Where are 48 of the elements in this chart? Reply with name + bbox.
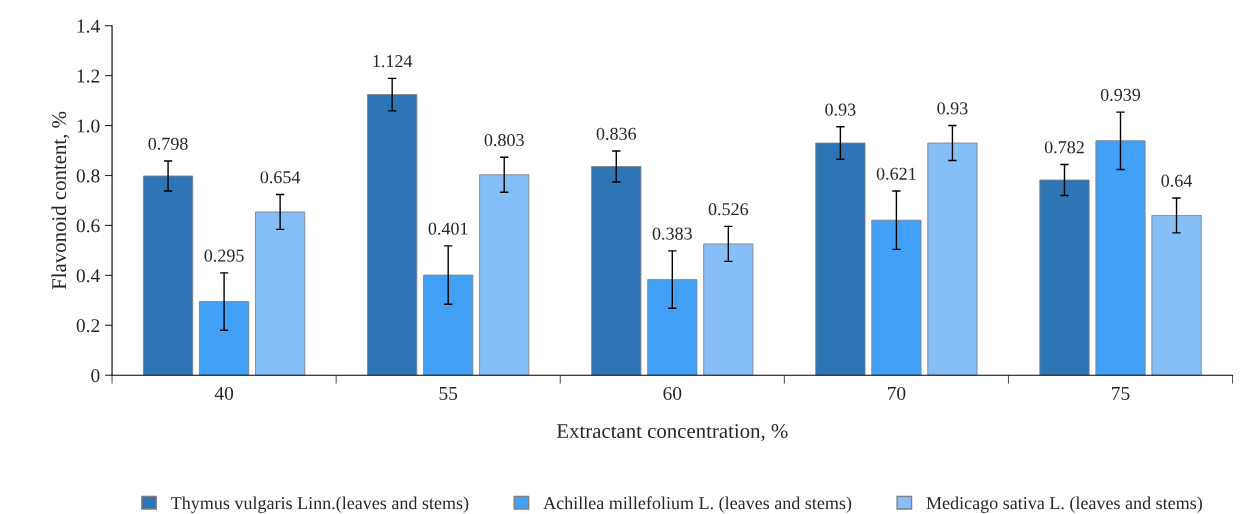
x-tick-label: 75 [1112,387,1130,401]
data-label: 0.93 [825,103,856,116]
bar [143,175,194,376]
y-tick-label: 0.8 [76,169,100,183]
data-label: 0.401 [428,222,468,235]
data-label: 0.803 [484,133,524,147]
legend-label: Achillea millefolium L. (leaves and stems) [543,496,852,513]
bar [255,211,306,376]
data-label: 0.654 [260,171,301,184]
y-tick-label: 0 [91,369,100,383]
bar [1151,215,1202,376]
data-label: 0.939 [1100,88,1141,101]
data-label: 0.64 [1161,174,1193,187]
data-label: 0.782 [1044,141,1084,154]
y-tick-label: 0.4 [76,269,100,283]
x-axis-title: Extractant concentration, % [556,424,788,442]
data-label: 0.836 [596,127,637,140]
data-label: 0.383 [652,227,692,240]
y-tick-label: 1.4 [77,19,100,33]
bar [591,166,642,376]
data-label: 0.621 [876,167,916,180]
x-tick-label: 60 [663,386,682,401]
data-label: 1.124 [373,55,413,68]
y-tick-label: 1.0 [77,119,100,133]
bar [199,301,250,376]
bar [367,94,418,376]
data-label: 0.93 [937,102,968,115]
bar [1095,140,1146,376]
bar [871,219,922,376]
legend-label: Thymus vulgaris Linn.(leaves and stems) [171,496,469,513]
y-tick-label: 0.6 [76,219,100,233]
bar [479,174,530,376]
bar [1039,179,1090,376]
legend-label: Medicago sativa L. (leaves and stems) [926,496,1202,513]
data-label: 0.526 [708,203,749,216]
x-tick-label: 40 [214,386,234,401]
y-tick-label: 0.2 [76,319,100,333]
data-label: 0.295 [204,249,244,262]
x-tick-label: 70 [887,386,906,401]
data-label: 0.798 [148,137,188,150]
y-tick-label: 1.2 [77,69,100,83]
bar [927,142,978,376]
y-axis-title: Flavonoid content, % [51,111,70,290]
x-tick-label: 55 [439,387,458,401]
bar [647,279,698,376]
bar [815,142,866,376]
bar [423,274,474,376]
bar [703,243,754,376]
